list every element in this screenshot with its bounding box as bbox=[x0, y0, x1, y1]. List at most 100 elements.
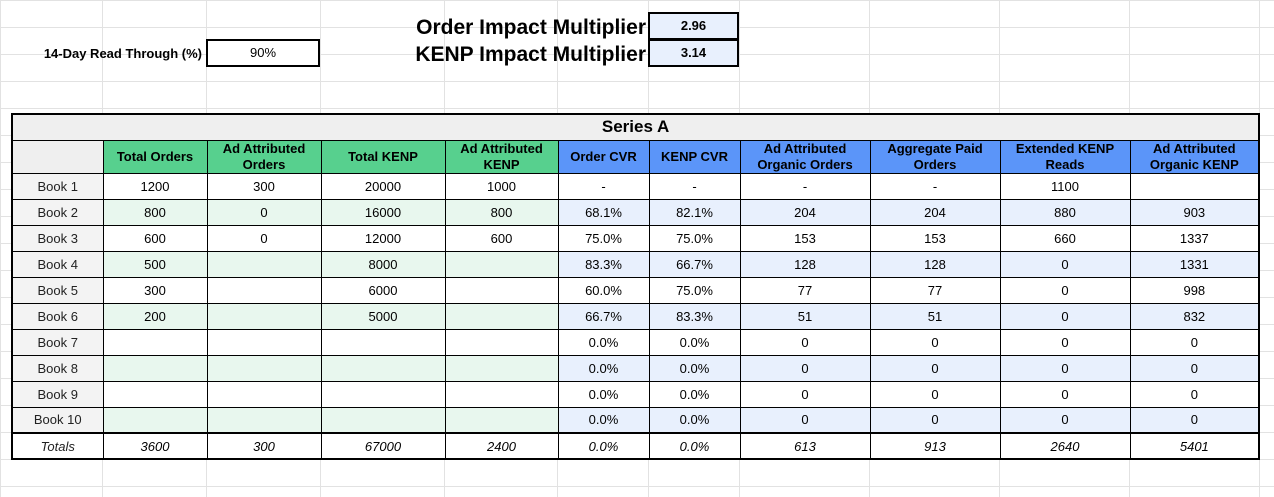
table-cell[interactable]: 1200 bbox=[102, 172, 208, 200]
table-cell[interactable]: 0 bbox=[999, 250, 1131, 278]
table-cell[interactable]: 0 bbox=[999, 302, 1131, 330]
table-cell[interactable]: 903 bbox=[1129, 198, 1260, 226]
table-cell[interactable]: 600 bbox=[102, 224, 208, 252]
table-cell[interactable] bbox=[444, 380, 559, 408]
table-cell[interactable] bbox=[102, 380, 208, 408]
table-cell[interactable]: 0 bbox=[739, 354, 871, 382]
table-cell[interactable] bbox=[102, 328, 208, 356]
table-cell[interactable] bbox=[206, 354, 322, 382]
table-cell[interactable]: 75.0% bbox=[648, 224, 741, 252]
table-cell[interactable]: 0 bbox=[206, 224, 322, 252]
table-cell[interactable]: 0 bbox=[739, 406, 871, 434]
table-cell[interactable]: 128 bbox=[739, 250, 871, 278]
table-cell[interactable]: 832 bbox=[1129, 302, 1260, 330]
total-cell[interactable]: 3600 bbox=[102, 432, 208, 460]
table-cell[interactable]: 0.0% bbox=[648, 328, 741, 356]
table-cell[interactable] bbox=[206, 406, 322, 434]
table-cell[interactable]: - bbox=[648, 172, 741, 200]
table-cell[interactable]: 83.3% bbox=[648, 302, 741, 330]
table-cell[interactable] bbox=[444, 354, 559, 382]
total-cell[interactable]: 5401 bbox=[1129, 432, 1260, 460]
table-cell[interactable]: 51 bbox=[739, 302, 871, 330]
total-cell[interactable]: 2640 bbox=[999, 432, 1131, 460]
table-cell[interactable]: 0 bbox=[1129, 328, 1260, 356]
table-cell[interactable]: 600 bbox=[444, 224, 559, 252]
total-cell[interactable]: 0.0% bbox=[648, 432, 741, 460]
table-cell[interactable]: 204 bbox=[869, 198, 1001, 226]
table-cell[interactable]: - bbox=[869, 172, 1001, 200]
total-cell[interactable]: 0.0% bbox=[557, 432, 650, 460]
header-total-kenp[interactable]: Total KENP bbox=[320, 139, 446, 174]
table-cell[interactable] bbox=[444, 302, 559, 330]
header-ad-attributed-kenp[interactable]: Ad Attributed KENP bbox=[444, 139, 559, 174]
table-cell[interactable] bbox=[320, 406, 446, 434]
table-cell[interactable] bbox=[102, 354, 208, 382]
total-cell[interactable]: 300 bbox=[206, 432, 322, 460]
kenp-multiplier-value[interactable]: 3.14 bbox=[648, 39, 739, 67]
table-cell[interactable]: 300 bbox=[206, 172, 322, 200]
table-cell[interactable]: 153 bbox=[739, 224, 871, 252]
table-cell[interactable]: 800 bbox=[444, 198, 559, 226]
table-cell[interactable]: 1000 bbox=[444, 172, 559, 200]
table-cell[interactable]: 0.0% bbox=[648, 380, 741, 408]
table-cell[interactable]: 0 bbox=[999, 380, 1131, 408]
table-cell[interactable]: 0.0% bbox=[648, 406, 741, 434]
table-cell[interactable] bbox=[102, 406, 208, 434]
table-cell[interactable]: 200 bbox=[102, 302, 208, 330]
header-extended-kenp-reads[interactable]: Extended KENP Reads bbox=[999, 139, 1131, 174]
table-cell[interactable]: 0.0% bbox=[557, 354, 650, 382]
table-cell[interactable] bbox=[444, 250, 559, 278]
table-cell[interactable]: 0 bbox=[869, 354, 1001, 382]
table-cell[interactable]: 0 bbox=[739, 380, 871, 408]
table-cell[interactable]: 1331 bbox=[1129, 250, 1260, 278]
table-cell[interactable]: 998 bbox=[1129, 276, 1260, 304]
table-cell[interactable]: 0.0% bbox=[557, 406, 650, 434]
order-multiplier-value[interactable]: 2.96 bbox=[648, 12, 739, 40]
table-cell[interactable]: 0 bbox=[1129, 354, 1260, 382]
table-cell[interactable]: 128 bbox=[869, 250, 1001, 278]
table-cell[interactable] bbox=[320, 380, 446, 408]
table-cell[interactable]: 0 bbox=[739, 328, 871, 356]
header-ad-attributed-orders[interactable]: Ad Attributed Orders bbox=[206, 139, 322, 174]
table-cell[interactable] bbox=[206, 328, 322, 356]
table-cell[interactable]: 83.3% bbox=[557, 250, 650, 278]
table-cell[interactable]: 500 bbox=[102, 250, 208, 278]
table-cell[interactable]: 1337 bbox=[1129, 224, 1260, 252]
table-cell[interactable]: 68.1% bbox=[557, 198, 650, 226]
read-through-input[interactable]: 90% bbox=[206, 39, 320, 67]
total-cell[interactable]: 913 bbox=[869, 432, 1001, 460]
header-aggregate-paid-orders[interactable]: Aggregate Paid Orders bbox=[869, 139, 1001, 174]
header-ad-attributed-organic-kenp[interactable]: Ad Attributed Organic KENP bbox=[1129, 139, 1260, 174]
table-cell[interactable] bbox=[206, 380, 322, 408]
table-cell[interactable] bbox=[444, 328, 559, 356]
table-cell[interactable]: 12000 bbox=[320, 224, 446, 252]
table-cell[interactable]: 0 bbox=[999, 276, 1131, 304]
table-cell[interactable]: 60.0% bbox=[557, 276, 650, 304]
table-cell[interactable]: 660 bbox=[999, 224, 1131, 252]
table-cell[interactable]: 75.0% bbox=[648, 276, 741, 304]
table-cell[interactable]: 880 bbox=[999, 198, 1131, 226]
header-total-orders[interactable]: Total Orders bbox=[102, 139, 208, 174]
table-cell[interactable]: 0 bbox=[1129, 380, 1260, 408]
table-cell[interactable]: 77 bbox=[739, 276, 871, 304]
table-cell[interactable]: 6000 bbox=[320, 276, 446, 304]
total-cell[interactable]: 2400 bbox=[444, 432, 559, 460]
table-cell[interactable]: 0.0% bbox=[648, 354, 741, 382]
table-cell[interactable]: 16000 bbox=[320, 198, 446, 226]
table-cell[interactable]: 0 bbox=[999, 406, 1131, 434]
table-cell[interactable]: 0 bbox=[869, 406, 1001, 434]
table-cell[interactable]: 66.7% bbox=[648, 250, 741, 278]
table-cell[interactable]: 0.0% bbox=[557, 328, 650, 356]
table-cell[interactable]: - bbox=[557, 172, 650, 200]
table-cell[interactable] bbox=[206, 276, 322, 304]
table-cell[interactable]: 51 bbox=[869, 302, 1001, 330]
table-cell[interactable]: 0 bbox=[1129, 406, 1260, 434]
table-cell[interactable]: - bbox=[739, 172, 871, 200]
table-cell[interactable]: 0 bbox=[206, 198, 322, 226]
table-cell[interactable]: 66.7% bbox=[557, 302, 650, 330]
total-cell[interactable]: 67000 bbox=[320, 432, 446, 460]
table-cell[interactable]: 800 bbox=[102, 198, 208, 226]
table-cell[interactable]: 8000 bbox=[320, 250, 446, 278]
table-cell[interactable] bbox=[320, 328, 446, 356]
table-cell[interactable] bbox=[206, 302, 322, 330]
